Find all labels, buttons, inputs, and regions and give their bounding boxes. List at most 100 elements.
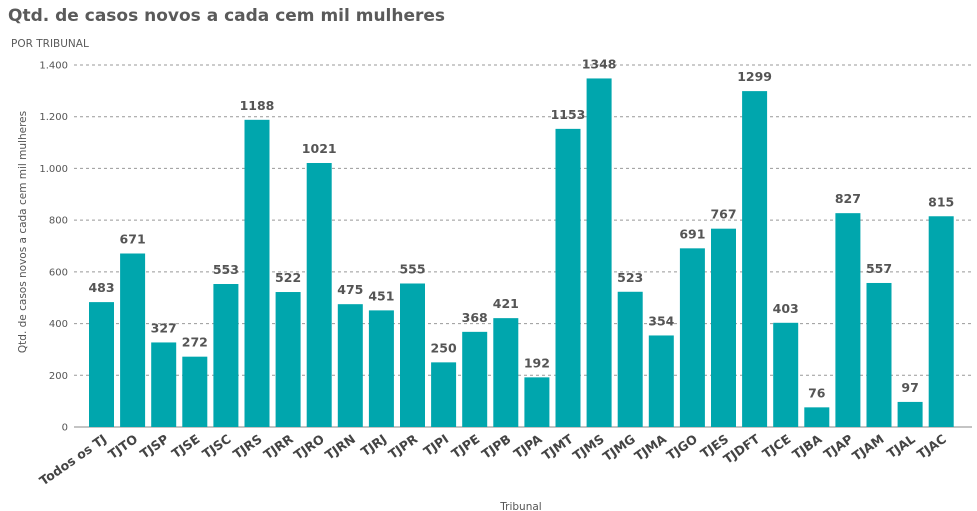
- data-label: 555: [399, 261, 425, 276]
- chart-title: Qtd. de casos novos a cada cem mil mulhe…: [8, 6, 446, 26]
- bar: [617, 291, 643, 427]
- data-label: 1299: [737, 69, 772, 84]
- bar: [368, 310, 394, 427]
- x-tick-label: TJRR: [261, 431, 296, 462]
- bar: [151, 342, 177, 427]
- x-tick-label: Todos os TJ: [36, 431, 109, 488]
- x-tick-label: TJRO: [291, 431, 327, 462]
- data-label: 1348: [582, 56, 617, 71]
- x-tick-label: TJAM: [849, 431, 887, 464]
- bar: [804, 407, 830, 427]
- bar: [928, 216, 954, 427]
- data-label: 1021: [302, 141, 337, 156]
- bar: [400, 283, 425, 427]
- y-tick-label: 1.000: [39, 164, 68, 175]
- data-label: 767: [710, 207, 736, 222]
- bar: [275, 292, 301, 427]
- x-tick-label: TJGO: [664, 431, 701, 463]
- bar: [711, 228, 736, 427]
- bar: [493, 318, 519, 427]
- bar: [431, 362, 457, 427]
- data-label: 272: [182, 335, 208, 350]
- data-label: 421: [493, 296, 519, 311]
- x-tick-label: TJRN: [322, 431, 358, 462]
- x-tick-label: TJAP: [821, 431, 856, 462]
- data-label: 557: [866, 261, 892, 276]
- data-label: 483: [88, 280, 114, 295]
- bar: [742, 91, 768, 427]
- data-label: 827: [835, 191, 861, 206]
- x-tick-label: TJMT: [539, 431, 576, 463]
- y-tick-label: 200: [49, 371, 68, 382]
- x-tick-label: TJMG: [600, 431, 638, 464]
- x-tick-label: TJPR: [385, 431, 420, 462]
- x-tick-label: TJRS: [230, 431, 265, 462]
- bar: [213, 284, 239, 427]
- x-tick-label: TJPI: [421, 431, 452, 459]
- bar: [555, 128, 581, 428]
- data-label: 671: [120, 231, 146, 246]
- bar: [586, 78, 612, 428]
- data-label: 403: [773, 301, 799, 316]
- x-tick-label: TJBA: [789, 431, 824, 462]
- y-tick-label: 1.400: [39, 61, 68, 72]
- y-tick-label: 600: [49, 267, 68, 278]
- x-tick-label: TJAC: [914, 431, 949, 462]
- data-label: 522: [275, 270, 301, 285]
- x-tick-label: TJSC: [199, 431, 233, 461]
- x-tick-label: TJMS: [570, 431, 607, 463]
- bar: [462, 331, 488, 427]
- bar: [337, 304, 363, 427]
- x-tick-label: TJRJ: [358, 431, 389, 459]
- bar: [773, 322, 799, 427]
- y-axis-ticks: 0 200 400 600 800 1.000 1.200 1.400: [39, 61, 68, 434]
- bar: [648, 335, 674, 427]
- y-tick-label: 800: [49, 216, 68, 227]
- bars: [89, 78, 954, 428]
- x-tick-label: TJPE: [449, 431, 483, 461]
- data-label: 97: [901, 380, 918, 395]
- data-label: 475: [337, 282, 363, 297]
- bar: [897, 401, 923, 427]
- x-tick-label: TJAL: [884, 431, 918, 461]
- y-tick-label: 0: [62, 423, 68, 434]
- bar: [866, 282, 892, 427]
- data-label: 192: [524, 355, 550, 370]
- y-axis-label: Qtd. de casos novos a cada cem mil mulhe…: [17, 111, 29, 353]
- data-label: 76: [808, 385, 826, 400]
- x-tick-label: TJSP: [137, 431, 171, 461]
- data-label: 815: [928, 194, 954, 209]
- y-tick-label: 400: [49, 319, 68, 330]
- data-label: 553: [213, 262, 239, 277]
- data-label: 523: [617, 270, 643, 285]
- data-label: 451: [368, 288, 394, 303]
- x-tick-label: TJMA: [632, 431, 670, 464]
- x-axis-label: Tribunal: [499, 501, 541, 511]
- data-labels: 483 671 327 272 553 1188 522 1021 475 451 555 250 36…: [88, 56, 954, 400]
- bar: [835, 213, 861, 427]
- data-label: 368: [462, 310, 488, 325]
- bar: [182, 356, 208, 427]
- bar: [679, 248, 705, 427]
- bar: [244, 119, 270, 428]
- x-tick-label: TJCE: [760, 431, 794, 461]
- data-label: 327: [151, 320, 177, 335]
- x-tick-label: TJPA: [511, 431, 545, 461]
- data-label: 691: [679, 226, 705, 241]
- data-label: 354: [648, 313, 674, 328]
- data-label: 250: [431, 340, 457, 355]
- bar: [120, 253, 146, 427]
- chart-subtitle: POR TRIBUNAL: [11, 38, 89, 50]
- x-tick-label: TJSE: [169, 431, 203, 461]
- bar: [89, 302, 114, 427]
- data-label: 1153: [551, 107, 586, 122]
- bar: [524, 377, 550, 427]
- y-tick-label: 1.200: [39, 112, 68, 123]
- x-tick-label: TJTO: [105, 431, 140, 462]
- x-axis-ticks: Todos os TJTJTOTJSPTJSETJSCTJRSTJRRTJROT…: [36, 431, 948, 488]
- x-tick-label: TJDFT: [720, 431, 762, 467]
- bar: [306, 162, 332, 427]
- x-tick-label: TJPB: [479, 431, 514, 462]
- data-label: 1188: [240, 98, 275, 113]
